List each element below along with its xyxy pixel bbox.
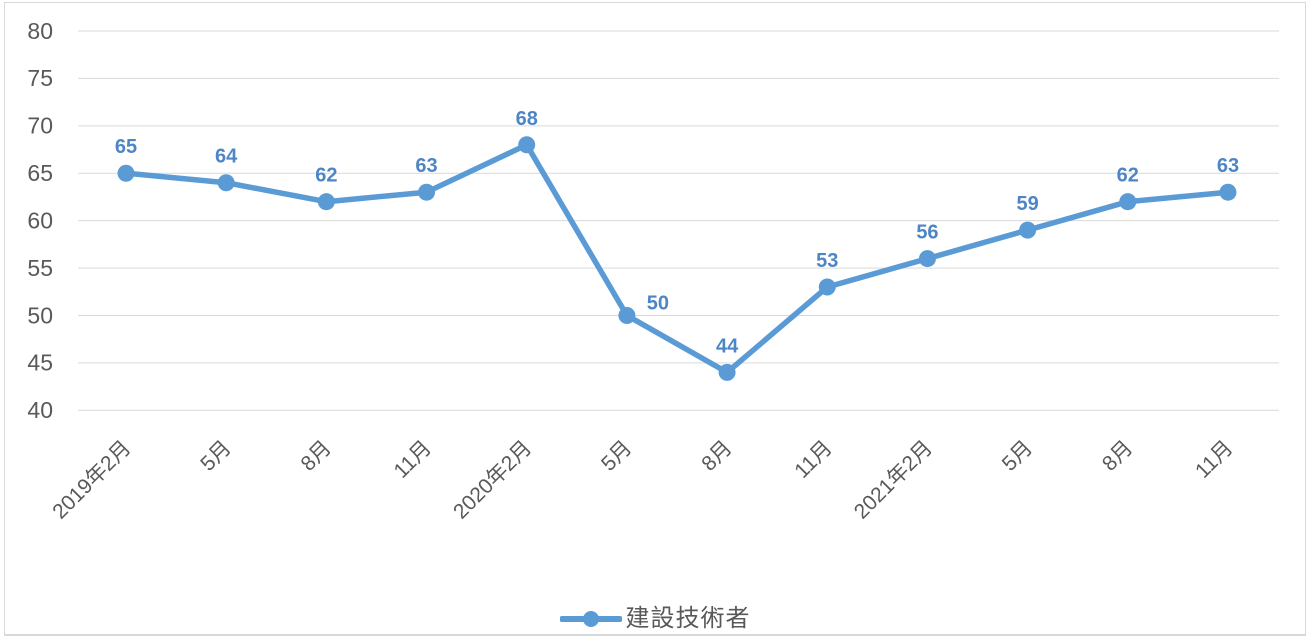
x-axis-tick-label: 2020年2月: [449, 436, 536, 523]
chart-frame: 80 75 70 65 60 55 50 45 40 2019年2月 5月 8月 11月 2020年2月 5…: [4, 2, 1306, 636]
y-axis-tick-label: 70: [27, 113, 53, 139]
data-point-label: 63: [1217, 155, 1239, 177]
y-axis-tick-label: 60: [27, 207, 53, 233]
data-point-marker[interactable]: [918, 250, 936, 268]
y-axis-tick-label: 80: [27, 18, 53, 44]
y-axis-tick-label: 50: [27, 302, 53, 328]
data-point-label: 65: [115, 136, 137, 158]
data-point-marker[interactable]: [1219, 183, 1237, 201]
data-point-marker[interactable]: [217, 174, 235, 192]
x-axis-tick-label: 2021年2月: [850, 436, 937, 523]
data-point-marker[interactable]: [117, 164, 135, 182]
x-axis-tick-label: 2019年2月: [48, 436, 135, 523]
data-point-marker[interactable]: [317, 193, 335, 211]
x-axis-tick-label: 11月: [790, 436, 837, 483]
x-axis-tick-label: 5月: [998, 436, 1037, 475]
x-axis-tick-label: 11月: [1191, 436, 1238, 483]
data-point-label: 68: [516, 108, 538, 130]
y-axis-tick-label: 40: [27, 397, 53, 423]
data-point-label: 50: [647, 292, 669, 314]
data-point-marker[interactable]: [618, 306, 636, 324]
data-point-marker[interactable]: [1119, 193, 1137, 211]
x-axis-tick-label: 8月: [697, 436, 736, 475]
data-point-marker[interactable]: [418, 183, 436, 201]
chart-legend[interactable]: 建設技術者: [5, 603, 1305, 635]
data-point-label: 64: [215, 146, 238, 168]
x-axis-tick-label: 8月: [297, 436, 336, 475]
x-axis-tick-label: 11月: [390, 436, 437, 483]
data-point-marker[interactable]: [718, 363, 736, 381]
x-axis-tick-label: 8月: [1098, 436, 1137, 475]
y-axis-tick-label: 45: [27, 350, 53, 376]
data-point-label: 56: [916, 222, 938, 244]
data-point-label: 63: [415, 155, 437, 177]
legend-series-marker-icon: [559, 611, 622, 627]
data-point-label: 53: [816, 250, 838, 272]
data-point-label: 59: [1016, 193, 1038, 215]
legend-series-label: 建設技術者: [625, 605, 751, 632]
line-chart-plot-area: 80 75 70 65 60 55 50 45 40 2019年2月 5月 8月 11月 2020年2月 5…: [27, 18, 1279, 524]
data-point-label: 62: [315, 165, 337, 187]
y-axis-tick-label: 55: [27, 255, 53, 281]
y-axis-tick-label: 65: [27, 160, 53, 186]
series-line: [123, 142, 1231, 376]
data-point-marker[interactable]: [1019, 221, 1037, 239]
x-axis-tick-label: 5月: [196, 436, 235, 475]
y-axis-tick-label: 75: [27, 65, 53, 91]
data-point-marker[interactable]: [518, 136, 536, 154]
data-point-marker[interactable]: [818, 278, 836, 296]
data-point-label: 62: [1117, 165, 1139, 187]
data-point-label: 44: [716, 335, 739, 357]
x-axis-tick-label: 5月: [597, 436, 636, 475]
